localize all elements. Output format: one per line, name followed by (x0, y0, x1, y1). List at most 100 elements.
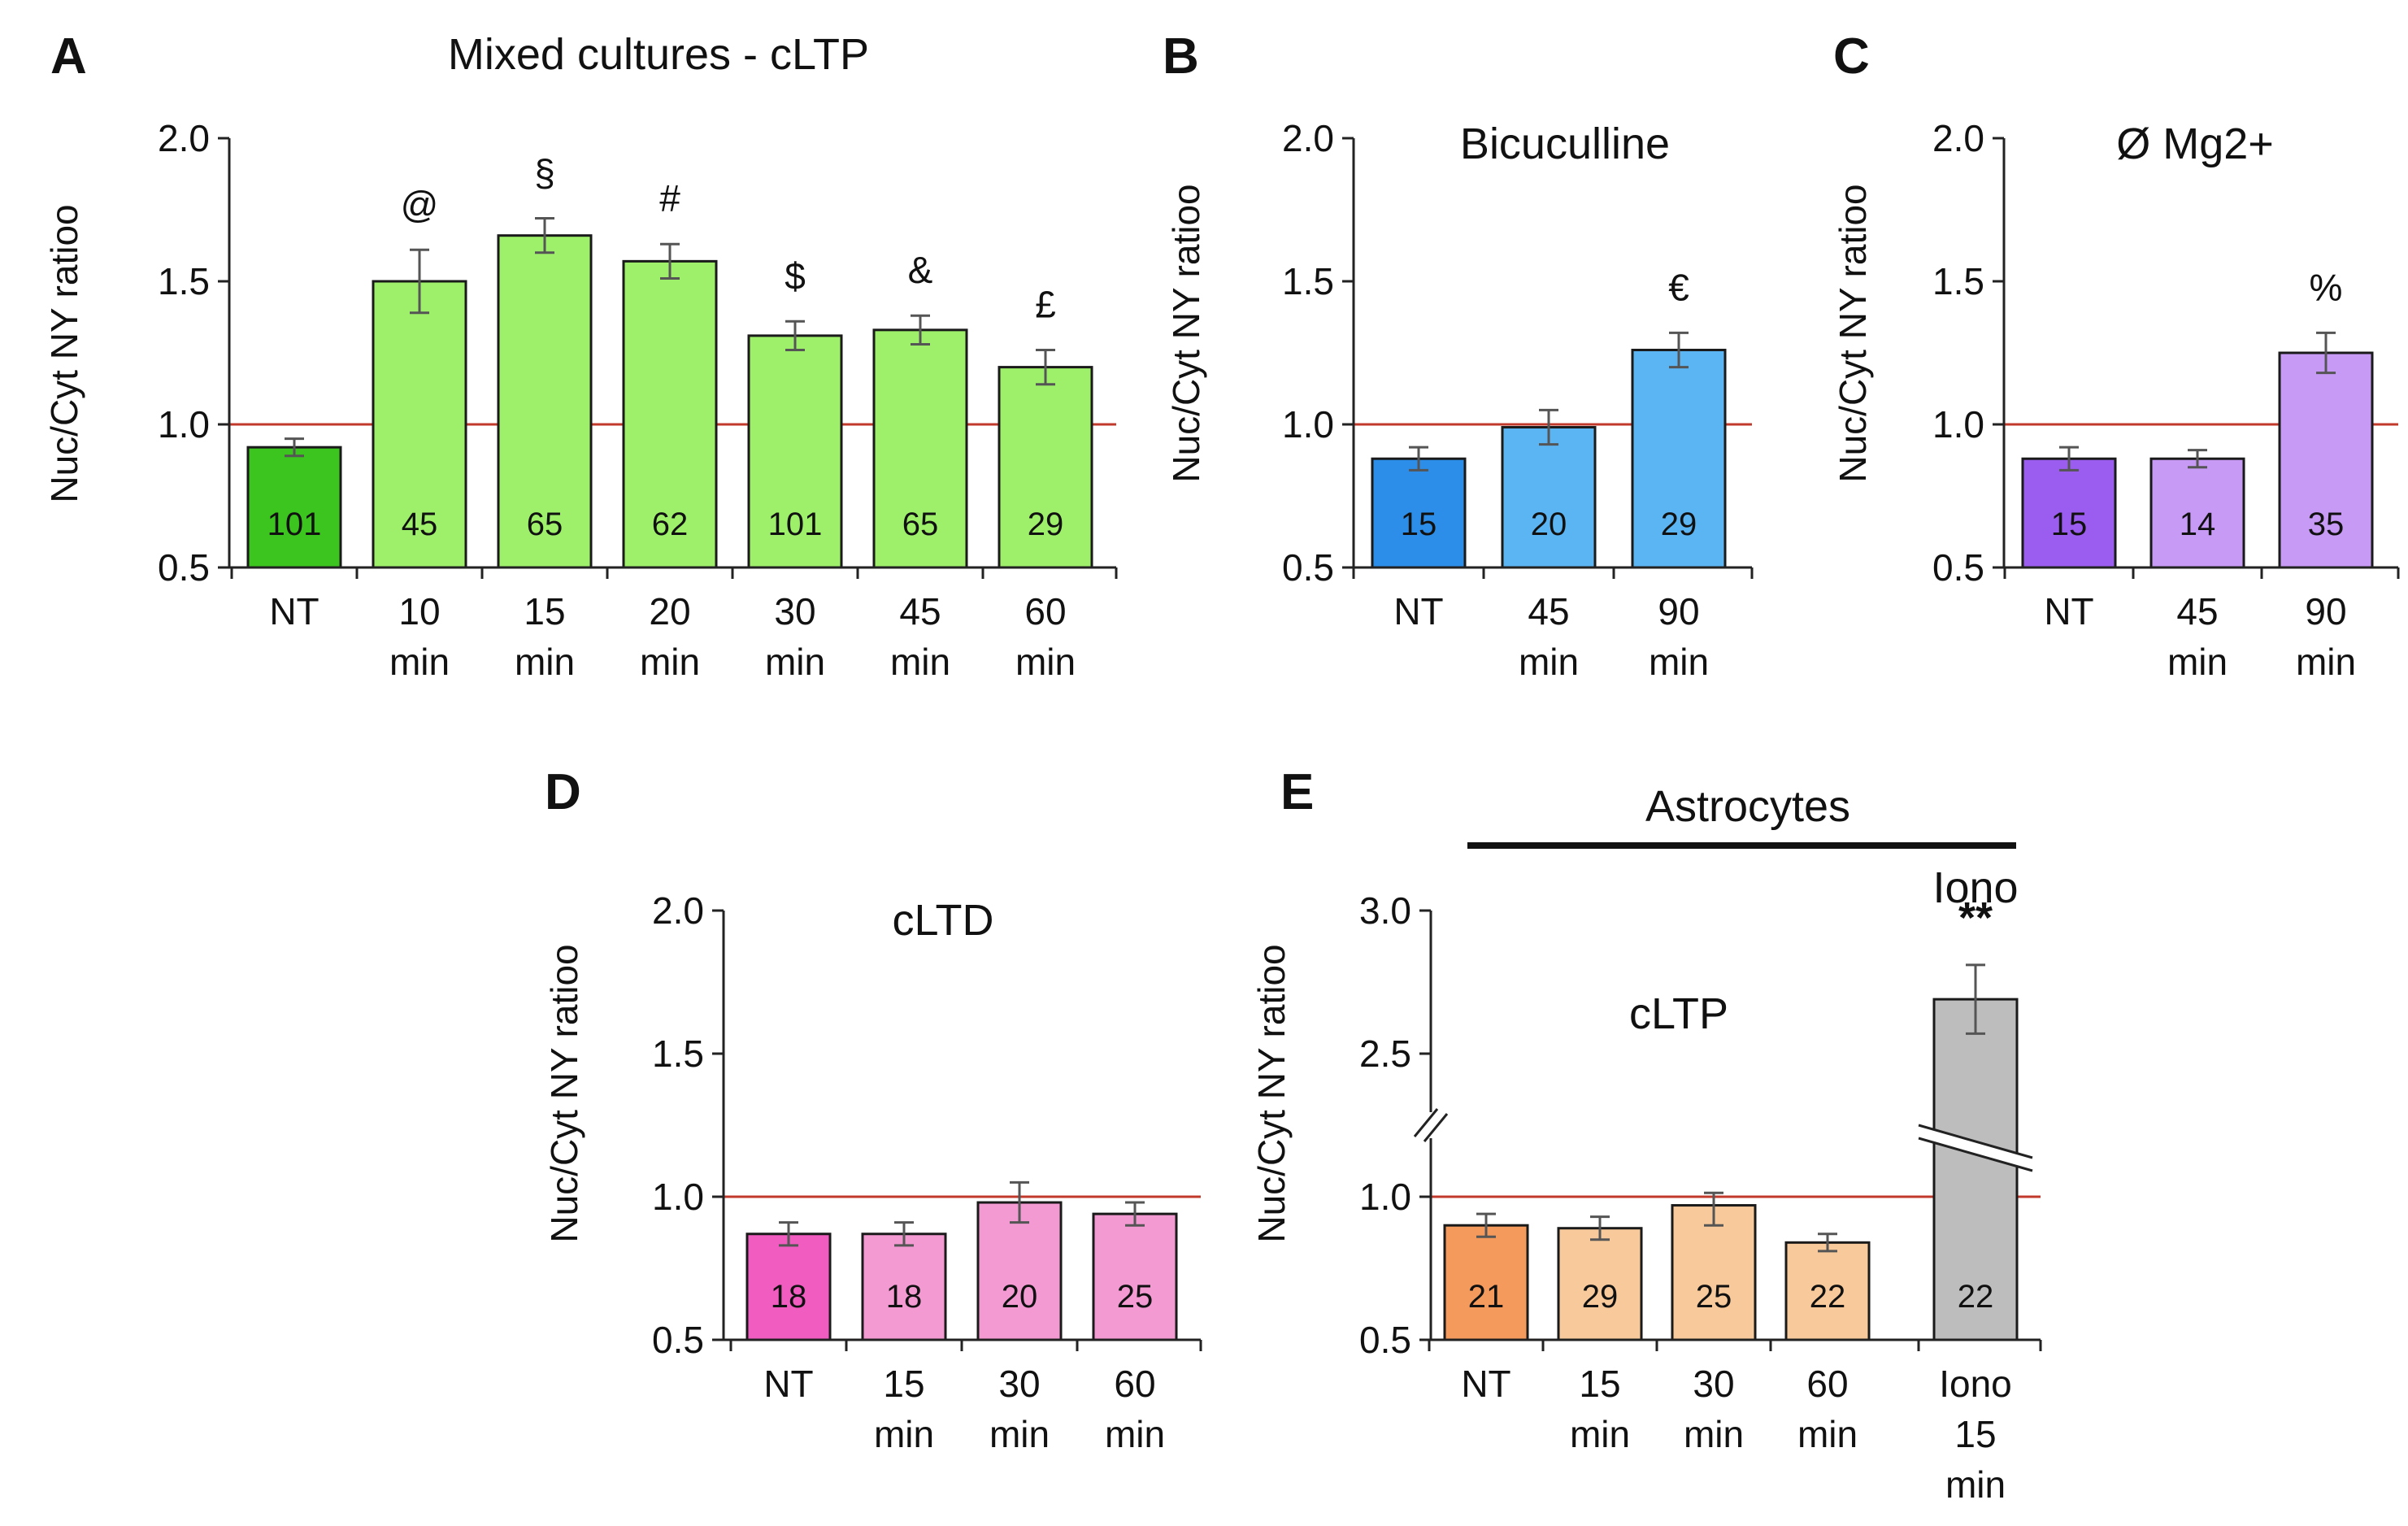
panel-b-significance-label: € (1668, 266, 1689, 308)
panel-e-x-tick-label: min (1945, 1463, 2006, 1506)
panel-d-y-tick-label: 0.5 (652, 1319, 704, 1361)
panel-a-x-tick-label: 20 (649, 590, 690, 633)
panel-a-y-tick-label: 2.0 (158, 117, 210, 159)
panel-e-y-tick-label: 3.0 (1359, 889, 1411, 932)
panel-a-x-tick-label: 30 (774, 590, 815, 633)
panel-e-n-label: 22 (1810, 1279, 1846, 1315)
panel-a-significance-label: @ (401, 183, 439, 225)
panel-c-x-tick-label: min (2296, 641, 2356, 683)
panel-a-bar (872, 328, 968, 569)
panel-d-n-label: 18 (771, 1279, 807, 1315)
panel-e-group-label: Astrocytes (1645, 782, 1850, 831)
panel-a-n-label: 65 (527, 506, 563, 542)
panel-e-bar (1784, 1241, 1871, 1341)
panel-c-n-label: 35 (2308, 506, 2345, 542)
panel-d-title: cLTD (892, 896, 993, 945)
panel-b-bar (1371, 457, 1467, 569)
panel-a-n-label: 29 (1028, 506, 1064, 542)
panel-c-n-label: 15 (2051, 506, 2088, 542)
panel-a-x-tick-label: min (890, 641, 950, 683)
panel-c-y-tick-label: 0.5 (1932, 546, 1984, 589)
panel-a-significance-label: # (659, 177, 680, 220)
panel-e: E Astrocytes cLTP Nuc/Cyt NY ratioo Iono (1250, 764, 2019, 1243)
panel-a-n-label: 65 (902, 506, 939, 542)
panel-a-x-tick-label: 45 (899, 590, 941, 633)
panel-d-y-tick-label: 1.5 (652, 1033, 704, 1075)
panel-c-y-tick-label: 1.5 (1932, 260, 1984, 302)
panel-c-x-tick-label: NT (2044, 590, 2093, 633)
panel-a-bar (747, 334, 843, 569)
panel-d-n-label: 25 (1117, 1279, 1154, 1315)
panel-e-n-label: 22 (1958, 1279, 1994, 1315)
panel-a-x-tick-label: min (515, 641, 575, 683)
panel-e-n-label: 29 (1582, 1279, 1619, 1315)
panel-b-y-axis-label: Nuc/Cyt NY ratioo (1165, 184, 1207, 482)
panel-d-x-tick-label: min (1105, 1413, 1165, 1455)
panel-c-n-label: 14 (2180, 506, 2216, 542)
panel-e-bar (1443, 1224, 1529, 1341)
panel-a-x-tick-label: min (1015, 641, 1076, 683)
panel-a-title: Mixed cultures - cLTP (448, 30, 869, 79)
panel-c-bar (2021, 457, 2117, 569)
panel-b-title: Bicuculline (1460, 120, 1670, 168)
panel-a-significance-label: £ (1035, 283, 1056, 325)
panel-d-y-tick-label: 1.0 (652, 1176, 704, 1218)
panel-b-n-label: 20 (1531, 506, 1567, 542)
panel-e-bar-break-mark (1918, 1124, 2033, 1159)
panel-d-bar (745, 1233, 832, 1341)
panel-a-x-tick-label: NT (269, 590, 319, 633)
panel-letter-e: E (1280, 764, 1314, 820)
panel-e-x-tick-label: NT (1461, 1363, 1510, 1405)
panel-a-x-tick-label: min (389, 641, 450, 683)
panel-e-x-tick-label: Iono (1939, 1363, 2012, 1405)
panel-a-n-label: 101 (267, 506, 322, 542)
panel-e-x-tick-label: min (1570, 1413, 1630, 1455)
plot-area: 0.5 1.0 1.5 2.0 101 NT 45 @10 min 65 § 15 min 62 #20 mi… (158, 117, 2400, 1506)
panel-c-y-axis-label: Nuc/Cyt NY ratioo (1832, 184, 1874, 482)
panel-e-x-tick-label: 15 (1579, 1363, 1620, 1405)
panel-e-n-label: 21 (1468, 1279, 1505, 1315)
panel-b-y-tick-label: 0.5 (1282, 546, 1334, 589)
panel-a-significance-label: $ (785, 254, 806, 297)
panel-a-y-axis-label: Nuc/Cyt NY ratioo (43, 204, 85, 502)
panel-b-n-label: 15 (1401, 506, 1437, 542)
panel-e-bar (1671, 1204, 1757, 1341)
panel-a-x-tick-label: min (765, 641, 825, 683)
panel-c-x-tick-label: 90 (2305, 590, 2346, 633)
panel-c-significance-label: % (2310, 266, 2343, 308)
panel-e-y-axis-label: Nuc/Cyt NY ratioo (1250, 944, 1293, 1242)
panel-e-bar-break-gap (1919, 1125, 2032, 1171)
panel-d-n-label: 18 (886, 1279, 923, 1315)
panel-d-y-axis-label: Nuc/Cyt NY ratioo (543, 944, 585, 1242)
panel-a-significance-label: § (534, 152, 555, 194)
panel-d-bar (976, 1201, 1063, 1341)
panel-a-x-tick-label: 10 (398, 590, 440, 633)
panel-e-n-label: 25 (1696, 1279, 1732, 1315)
panel-e-x-tick-label: min (1797, 1413, 1858, 1455)
panel-letter-d: D (545, 764, 581, 820)
panel-c-y-tick-label: 2.0 (1932, 117, 1984, 159)
panel-letter-c: C (1833, 28, 1870, 85)
panel-a-x-tick-label: 60 (1024, 590, 1066, 633)
panel-c-x-tick-label: 45 (2176, 590, 2218, 633)
panel-b-y-tick-label: 2.0 (1282, 117, 1334, 159)
panel-a-bar (998, 366, 1093, 569)
panel-e-y-tick-label: 2.5 (1359, 1033, 1411, 1075)
panel-b-n-label: 29 (1661, 506, 1697, 542)
panel-e-top-label: Iono (1932, 863, 2018, 912)
panel-d-y-tick-label: 2.0 (652, 889, 704, 932)
panel-a-x-tick-label: min (640, 641, 700, 683)
panel-d-n-label: 20 (1002, 1279, 1038, 1315)
panel-b-x-tick-label: 90 (1658, 590, 1699, 633)
panel-a-y-tick-label: 0.5 (158, 546, 210, 589)
panel-e-y-tick-label: 0.5 (1359, 1319, 1411, 1361)
panel-e-title: cLTP (1629, 989, 1728, 1038)
panel-a: A Mixed cultures - cLTP Nuc/Cyt NY ratio… (43, 28, 869, 503)
panel-d-x-tick-label: min (989, 1413, 1050, 1455)
panel-d-x-tick-label: 30 (998, 1363, 1040, 1405)
panel-e-x-tick-label: min (1684, 1413, 1744, 1455)
panel-a-n-label: 101 (768, 506, 823, 542)
panel-c-x-tick-label: min (2167, 641, 2228, 683)
panel-a-y-tick-label: 1.5 (158, 260, 210, 302)
